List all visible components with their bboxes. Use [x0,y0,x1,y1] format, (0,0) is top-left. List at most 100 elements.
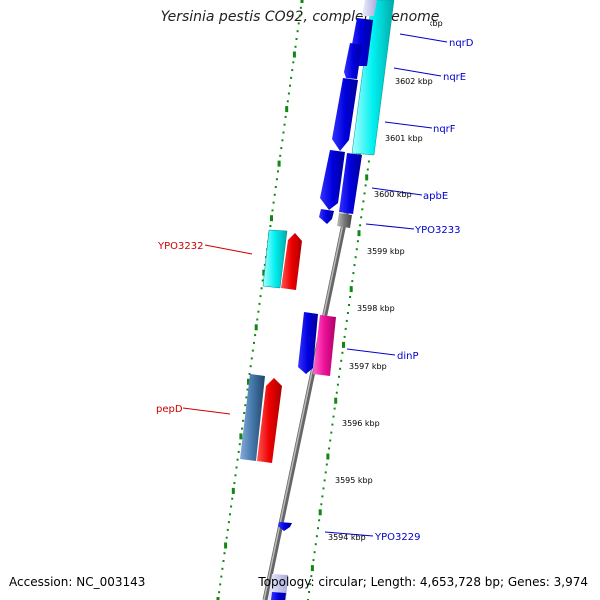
kbp-label-3601: 3601 kbp [385,134,423,143]
gc-dot [312,559,315,562]
gc-dot [292,61,295,64]
gene-apbE[interactable] [320,150,345,210]
gc-dot [243,412,246,414]
gene-label-YPO3232[interactable]: YPO3232 [157,241,203,252]
gc-dot [222,560,225,562]
gc-dot [281,139,284,142]
gc-dot [247,378,250,385]
leader-apbE [371,187,423,196]
gc-dot [254,334,257,337]
gc-dot [287,92,290,95]
gene-cyan-top[interactable] [351,0,395,156]
gc-dot [299,6,302,9]
gc-dot [216,597,220,600]
gc-dot [363,192,366,195]
gc-dot [314,543,317,546]
gc-dot [245,396,248,399]
gene-nqrE[interactable] [344,43,362,79]
gc-dot [251,349,254,352]
gc-dot [258,302,261,305]
gene-label-apbE[interactable]: apbE [423,191,448,202]
gc-dot [223,552,226,555]
gene-pepD-steel[interactable] [240,374,265,461]
gene-small-blue[interactable] [319,209,334,224]
gc-dot [257,310,260,313]
gc-dot [238,443,241,446]
gc-dot [353,264,356,267]
gc-dot [362,200,365,203]
gc-dot [351,280,354,283]
gc-dot [346,312,349,314]
gc-dot [325,463,328,466]
gc-dot [309,583,312,586]
gc-dot [361,208,364,211]
gene-label-nqrD[interactable]: nqrD [449,38,474,49]
gene-apbE-2[interactable] [339,153,362,214]
gene-dinP-blue[interactable] [298,312,318,374]
gc-dot [333,407,336,410]
accession-text: Accession: NC_003143 [9,575,146,589]
leader-nqrF [384,121,433,129]
gene-dinP-magenta[interactable] [313,315,336,376]
leader-pepD [182,407,231,415]
gene-label-YPO3229[interactable]: YPO3229 [374,532,420,543]
gene-bottom-blue[interactable] [271,592,286,600]
gc-dot [224,542,228,549]
gc-dot [340,359,343,362]
topology-summary: Topology: circular; Length: 4,653,728 bp… [258,575,588,589]
gc-dot [270,215,273,222]
gene-nqrF[interactable] [332,78,358,151]
gc-dot [291,69,294,72]
gc-dot [277,170,279,173]
gc-dot [271,209,274,212]
gc-dot [296,30,299,33]
gc-dot [274,186,277,188]
gc-dot [241,427,243,430]
gc-dot [236,458,239,461]
gene-pepD-red[interactable] [257,378,282,463]
gc-dot [277,160,281,167]
gc-dot [339,367,342,370]
gene-YPO3232-cyan[interactable] [262,229,288,289]
gc-dot [259,295,262,298]
gc-dot [320,503,323,506]
gene-lavender-top[interactable] [362,0,377,16]
gc-dot [234,474,237,477]
gene-YPO3232-red[interactable] [281,233,302,290]
gc-dot [341,351,344,354]
gc-dot [231,487,235,494]
leader-YPO3232 [204,244,253,255]
kbp-label-3595: 3595 kbp [335,476,373,485]
gc-dot [324,471,327,474]
kbp-label-3596: 3596 kbp [342,419,380,428]
gc-dot [256,318,259,321]
gc-dot [282,131,285,134]
gc-dot [226,528,229,531]
gc-dot [313,551,316,554]
gene-label-nqrF[interactable]: nqrF [433,124,456,135]
leader-YPO3229 [324,531,374,537]
gc-dot [248,373,251,375]
gc-dot [272,201,275,204]
gene-label-pepD[interactable]: pepD [156,404,183,415]
gc-dot [269,225,272,227]
gene-label-dinP[interactable]: dinP [397,351,419,362]
gene-label-nqrE[interactable]: nqrE [443,72,466,83]
kbp-label-3599: 3599 kbp [367,247,405,256]
kbp-label-3600: 3600 kbp [374,190,412,199]
kbp-label-3597: 3597 kbp [349,362,387,371]
gene-YPO3229[interactable] [278,522,292,531]
kbp-label-3598: 3598 kbp [357,304,395,313]
gc-dot [332,415,335,418]
gc-dot [220,575,223,578]
gc-dot [365,174,369,181]
gene-YPO3233[interactable] [337,213,352,228]
gc-dot [242,419,245,422]
gc-dot [300,0,304,3]
gc-dot [254,324,258,331]
gc-dot [367,160,370,163]
gene-label-YPO3233[interactable]: YPO3233 [414,225,460,236]
gc-dot [364,184,367,187]
